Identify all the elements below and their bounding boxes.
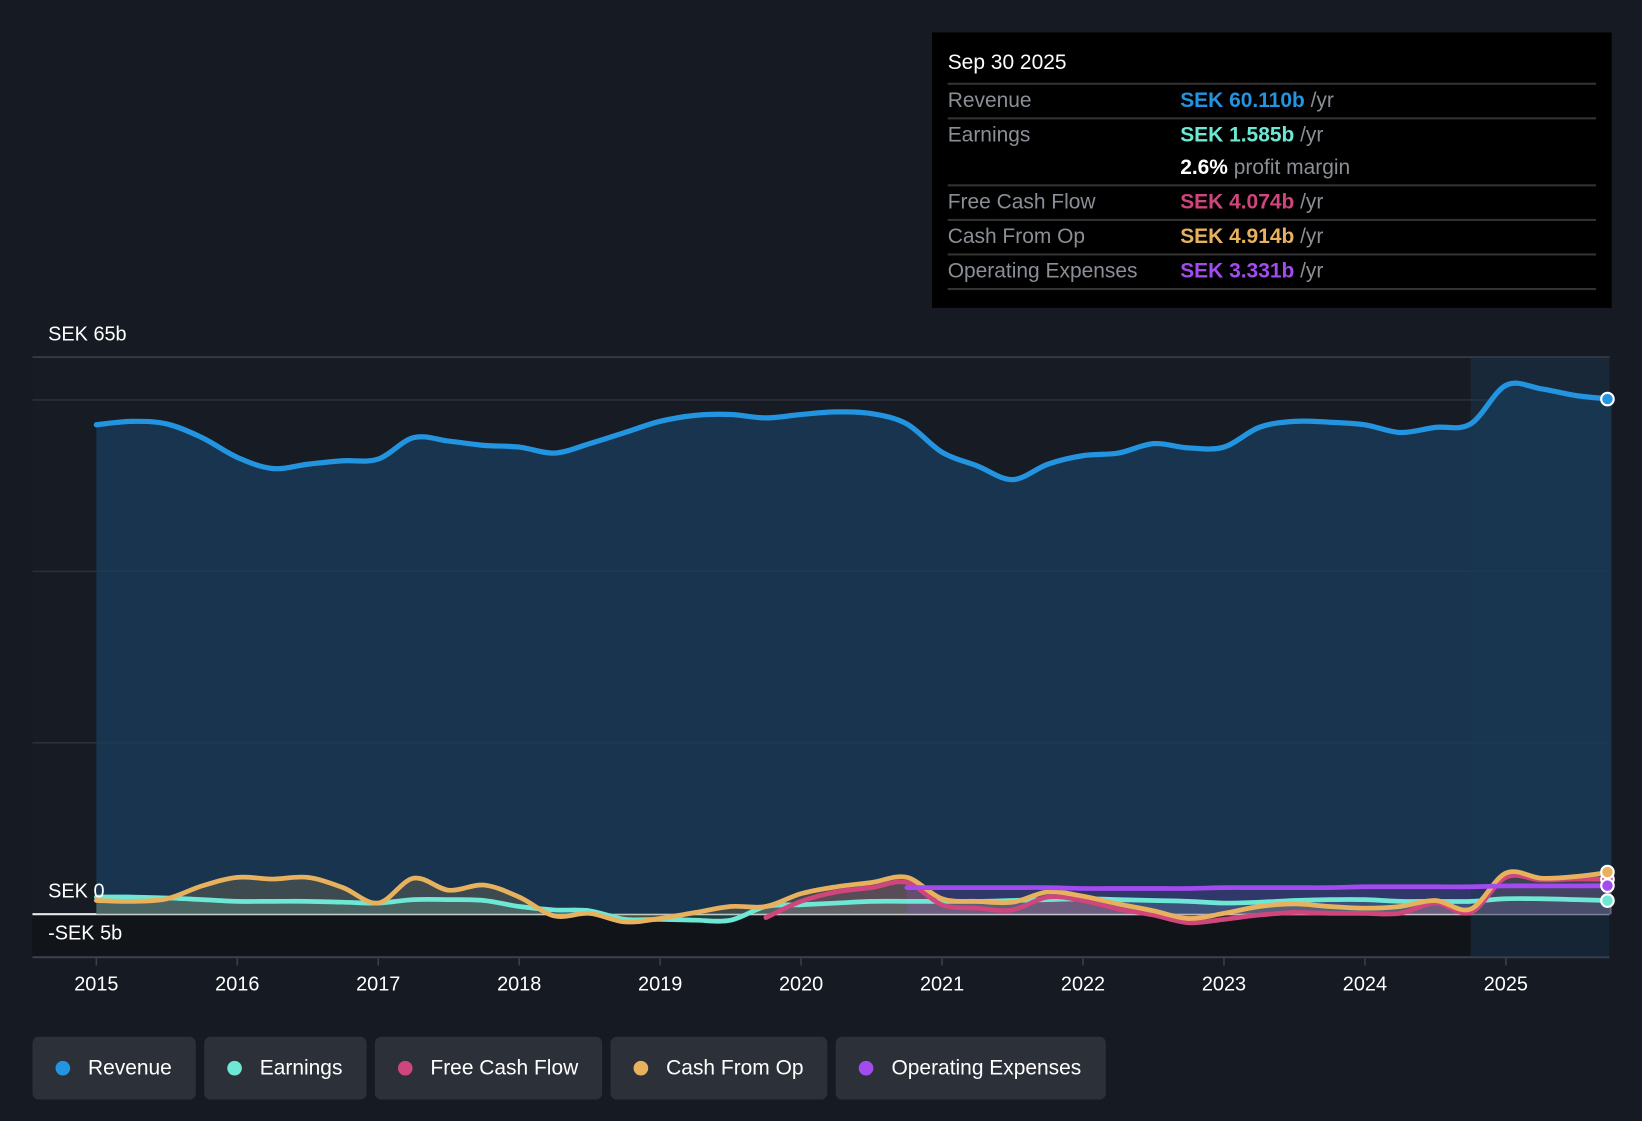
tooltip-value: SEK 4.074b /yr <box>1180 190 1324 214</box>
earnings-end-marker <box>1600 893 1615 908</box>
x-tick-label: 2018 <box>497 974 541 996</box>
legend-label: Free Cash Flow <box>430 1056 579 1080</box>
cash-from-op-end-marker <box>1600 864 1615 880</box>
tooltip-row: Operating Expenses SEK 3.331b /yr <box>947 256 1596 291</box>
tooltip: Sep 30 2025 Revenue SEK 60.110b /yr Earnin… <box>932 32 1612 308</box>
legend-dot-icon <box>633 1060 649 1076</box>
x-tick-label: 2016 <box>215 974 259 996</box>
legend-dot-icon <box>227 1060 242 1076</box>
x-tick-label: 2022 <box>1061 974 1105 996</box>
cash-from-op-line <box>93 869 1614 925</box>
tooltip-row: Earnings SEK 1.585b /yr <box>948 119 1596 151</box>
revenue-area <box>96 383 1612 915</box>
tooltip-value: SEK 4.914b /yr <box>1180 225 1324 249</box>
free-cash-flow-area <box>765 875 1612 923</box>
tooltip-value: SEK 1.585b /yr <box>1180 123 1324 147</box>
legend-label: Earnings <box>259 1056 343 1080</box>
y-label-zero: SEK 0 <box>48 880 104 902</box>
legend-dot-icon <box>55 1060 71 1076</box>
x-tick-label: 2019 <box>638 974 682 996</box>
legend-label: Operating Expenses <box>891 1056 1082 1080</box>
legend-item-earnings[interactable]: Earnings <box>204 1036 367 1100</box>
operating-expenses-line <box>904 883 1614 891</box>
y-label-bottom: -SEK 5b <box>48 922 122 944</box>
tooltip-label: Operating Expenses <box>947 259 1138 283</box>
tooltip-row: Cash From Op SEK 4.914b /yr <box>947 221 1596 256</box>
free-cash-flow-line <box>763 873 1614 926</box>
legend-item-operating-expenses[interactable]: Operating Expenses <box>835 1036 1106 1100</box>
legend-dot-icon <box>859 1060 874 1076</box>
legend-label: Cash From Op <box>666 1056 804 1080</box>
tooltip-label: Cash From Op <box>947 225 1086 249</box>
tooltip-row: Free Cash Flow SEK 4.074b /yr <box>947 186 1596 221</box>
legend-dot-icon <box>397 1060 413 1076</box>
tooltip-row: 2.6% profit margin <box>947 152 1596 187</box>
x-tick-label: 2020 <box>779 974 823 996</box>
highlight-region <box>1470 357 1610 958</box>
tooltip-value: SEK 3.331b /yr <box>1180 259 1324 283</box>
legend-label: Revenue <box>87 1056 172 1080</box>
cash-from-op-area <box>96 871 1612 923</box>
tooltip-label: Free Cash Flow <box>947 190 1096 214</box>
legend-item-revenue[interactable]: Revenue <box>32 1036 196 1100</box>
legend-item-free-cash-flow[interactable]: Free Cash Flow <box>374 1036 603 1100</box>
x-tick-label: 2015 <box>74 974 118 996</box>
tooltip-date: Sep 30 2025 <box>947 32 1596 85</box>
x-tick-label: 2021 <box>920 974 964 996</box>
tooltip-label: Revenue <box>947 89 1032 113</box>
legend-item-cash-from-op[interactable]: Cash From Op <box>610 1036 828 1100</box>
tooltip-row: Revenue SEK 60.110b /yr <box>947 85 1596 120</box>
tooltip-label <box>948 152 1180 184</box>
revenue-end-marker <box>1600 391 1615 407</box>
y-label-top: SEK 65b <box>48 323 126 345</box>
operating-expenses-end-marker <box>1600 878 1615 893</box>
revenue-line <box>93 380 1615 483</box>
legend: Revenue Earnings Free Cash Flow Cash From O… <box>32 1036 1106 1100</box>
x-tick-label: 2017 <box>356 974 400 996</box>
tooltip-value: 2.6% profit margin <box>1180 156 1351 180</box>
earnings-line <box>93 894 1614 924</box>
x-tick-label: 2024 <box>1343 974 1387 996</box>
x-tick-label: 2025 <box>1484 974 1528 996</box>
tooltip-value: SEK 60.110b /yr <box>1180 89 1334 113</box>
tooltip-label: Earnings <box>947 123 1031 147</box>
x-tick-label: 2023 <box>1202 974 1246 996</box>
negative-region <box>32 914 1610 958</box>
